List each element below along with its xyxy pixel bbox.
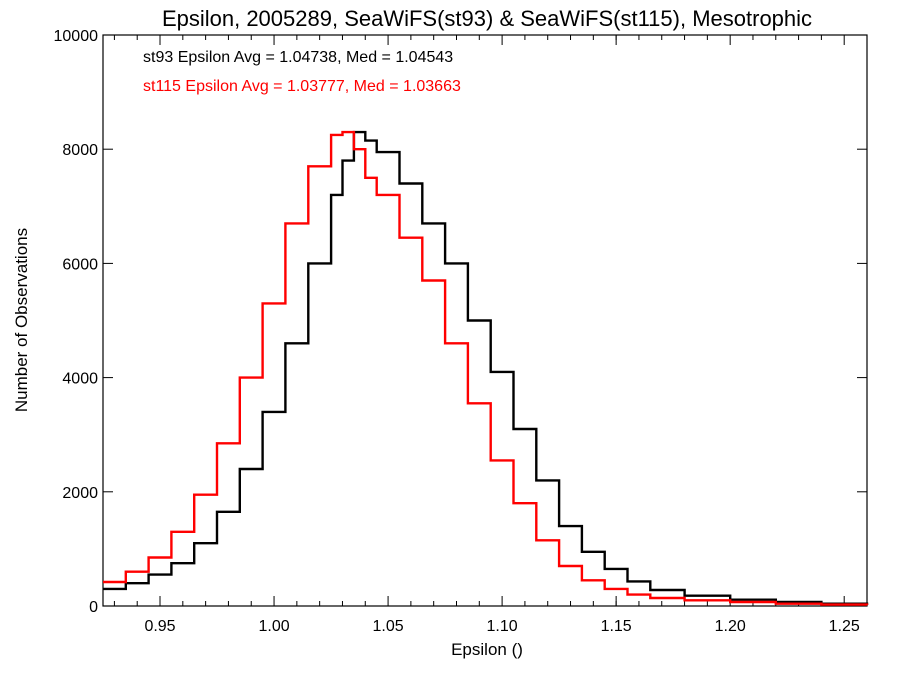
y-tick-label: 4000	[62, 371, 98, 388]
series-1-line	[103, 130, 869, 606]
y-tick-label: 6000	[62, 256, 98, 273]
y-tick-label: 0	[89, 599, 98, 616]
series-layer	[103, 130, 869, 606]
x-tick-label: 1.25	[829, 618, 860, 635]
x-axis-label: Epsilon ()	[451, 640, 523, 659]
series-0-line	[103, 130, 869, 605]
y-tick-label: 2000	[62, 485, 98, 502]
x-tick-label: 1.00	[258, 618, 289, 635]
x-tick-label: 1.20	[715, 618, 746, 635]
y-tick-label: 8000	[62, 142, 98, 159]
st93-stats-annotation: st93 Epsilon Avg = 1.04738, Med = 1.0454…	[143, 49, 453, 66]
chart-title: Epsilon, 2005289, SeaWiFS(st93) & SeaWiF…	[162, 6, 812, 31]
x-tick-label: 1.15	[601, 618, 632, 635]
x-tick-label: 1.10	[487, 618, 518, 635]
y-tick-label: 10000	[54, 28, 99, 45]
y-axis: 0 2000 4000 6000 8000 10000	[54, 28, 867, 616]
y-axis-label: Number of Observations	[12, 228, 31, 412]
plot-frame	[102, 34, 868, 607]
x-tick-label: 0.95	[144, 618, 175, 635]
x-tick-label: 1.05	[373, 618, 404, 635]
st115-stats-annotation: st115 Epsilon Avg = 1.03777, Med = 1.036…	[143, 78, 461, 95]
x-axis: 0.95 1.00 1.05 1.10 1.15 1.20 1.25	[113, 35, 860, 635]
